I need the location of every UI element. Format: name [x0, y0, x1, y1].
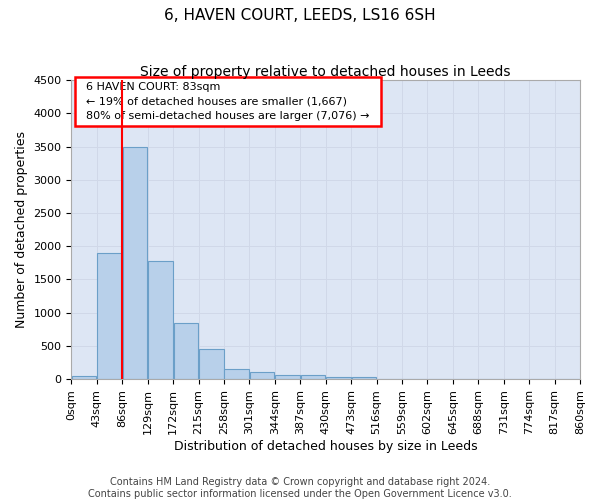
Text: Contains HM Land Registry data © Crown copyright and database right 2024.
Contai: Contains HM Land Registry data © Crown c… — [88, 478, 512, 499]
Text: 6, HAVEN COURT, LEEDS, LS16 6SH: 6, HAVEN COURT, LEEDS, LS16 6SH — [164, 8, 436, 22]
Bar — [224, 369, 249, 379]
Bar — [148, 261, 173, 379]
Bar — [72, 376, 97, 379]
Bar — [122, 146, 148, 379]
Bar — [250, 372, 274, 379]
Y-axis label: Number of detached properties: Number of detached properties — [15, 131, 28, 328]
Bar — [199, 348, 224, 379]
Text: 6 HAVEN COURT: 83sqm
  ← 19% of detached houses are smaller (1,667)
  80% of sem: 6 HAVEN COURT: 83sqm ← 19% of detached h… — [79, 82, 377, 122]
Bar — [275, 375, 300, 379]
Bar — [97, 253, 122, 379]
Bar — [326, 377, 351, 379]
X-axis label: Distribution of detached houses by size in Leeds: Distribution of detached houses by size … — [174, 440, 478, 452]
Bar — [352, 377, 376, 379]
Bar — [301, 376, 325, 379]
Bar — [173, 324, 198, 379]
Title: Size of property relative to detached houses in Leeds: Size of property relative to detached ho… — [140, 65, 511, 79]
